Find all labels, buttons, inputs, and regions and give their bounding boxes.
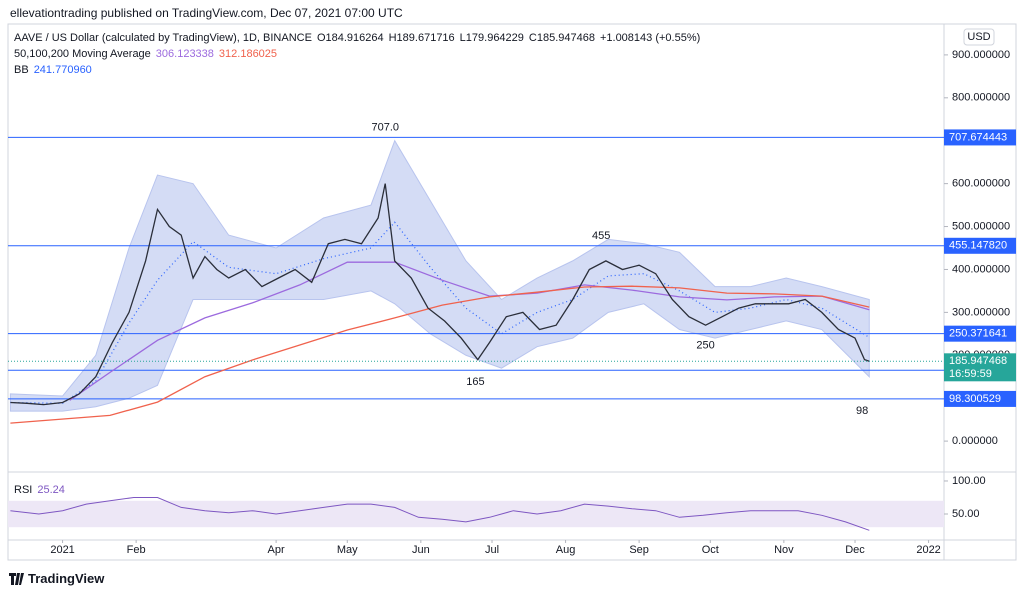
annotation: 707.0 — [371, 122, 399, 134]
legend-main: AAVE / US Dollar (calculated by TradingV… — [14, 32, 705, 44]
level-label: 455.147820 — [949, 240, 1007, 252]
ohlc: H189.671716 — [388, 32, 455, 44]
moving-average — [69, 261, 870, 401]
level-label: 250.371641 — [949, 328, 1007, 340]
ma-value: 306.123338 — [155, 48, 214, 60]
ohlc: O184.916264 — [316, 32, 384, 44]
y-tick-label: 800.000000 — [952, 92, 1010, 104]
bb-middle — [10, 221, 870, 404]
last-price-box — [944, 353, 1016, 382]
x-tick-label: Jun — [412, 544, 430, 556]
countdown: 16:59:59 — [949, 368, 992, 380]
annotation: 165 — [466, 376, 484, 388]
ohlc: L179.964229 — [459, 32, 524, 44]
ma-value: 312.186025 — [218, 48, 278, 60]
title: AAVE / US Dollar (calculated by TradingV… — [14, 32, 312, 44]
bb-band — [9, 139, 870, 412]
rsi-value: 25.24 — [37, 484, 65, 496]
ohlc: C185.947468 — [528, 32, 595, 44]
level-label: 707.674443 — [949, 131, 1007, 143]
legend-rsi: RSI 25.24 — [14, 484, 70, 496]
currency-box — [963, 28, 995, 46]
legend-bb: BB 241.770960 — [14, 64, 97, 76]
y-tick-label: 500.000000 — [952, 220, 1010, 232]
currency: USD — [967, 31, 990, 43]
x-tick-label: 2021 — [50, 544, 74, 556]
x-tick-label: Nov — [774, 544, 794, 556]
moving-average — [10, 285, 870, 424]
level-box — [944, 237, 1016, 254]
last-price-label: 185.947468 — [949, 355, 1007, 367]
level-box — [944, 129, 1016, 146]
x-tick-label: May — [337, 544, 358, 556]
annotation: 455 — [592, 230, 610, 242]
footer: TradingView — [28, 571, 105, 586]
x-tick-label: Apr — [268, 544, 285, 556]
bb-value: 241.770960 — [33, 64, 92, 76]
y-tick-label: 600.000000 — [952, 178, 1010, 190]
y-tick-label: 400.000000 — [952, 263, 1010, 275]
rsi-tick-label: 50.00 — [952, 508, 980, 520]
y-tick-label: 900.000000 — [952, 49, 1010, 61]
logo — [9, 573, 24, 585]
rsi-band — [8, 500, 944, 528]
rsi-line — [10, 497, 870, 531]
x-tick-label: Jul — [485, 544, 499, 556]
price-line — [10, 183, 870, 406]
x-tick-label: Feb — [127, 544, 146, 556]
level-box — [944, 325, 1016, 342]
annotation: 98 — [856, 405, 868, 417]
x-tick-label: Dec — [845, 544, 865, 556]
level-box — [944, 390, 1016, 407]
change: +1.008143 (+0.55%) — [599, 32, 701, 44]
x-tick-label: Oct — [702, 544, 719, 556]
x-tick-label: Sep — [629, 544, 649, 556]
y-tick-label: 0.000000 — [952, 435, 998, 447]
x-tick-label: 2022 — [916, 544, 940, 556]
annotation: 250 — [696, 340, 714, 352]
frame — [7, 23, 1017, 561]
header: ellevationtrading published on TradingVi… — [10, 6, 403, 20]
rsi-label: RSI — [14, 484, 33, 496]
ma-label: 50,100,200 Moving Average — [14, 48, 151, 60]
bb-label: BB — [14, 64, 29, 76]
level-label: 98.300529 — [949, 393, 1001, 405]
y-tick-label: 300.000000 — [952, 306, 1010, 318]
x-tick-label: Aug — [556, 544, 576, 556]
rsi-tick-label: 100.00 — [952, 475, 986, 487]
legend-ma: 50,100,200 Moving Average 306.123338 312.1… — [14, 48, 282, 60]
